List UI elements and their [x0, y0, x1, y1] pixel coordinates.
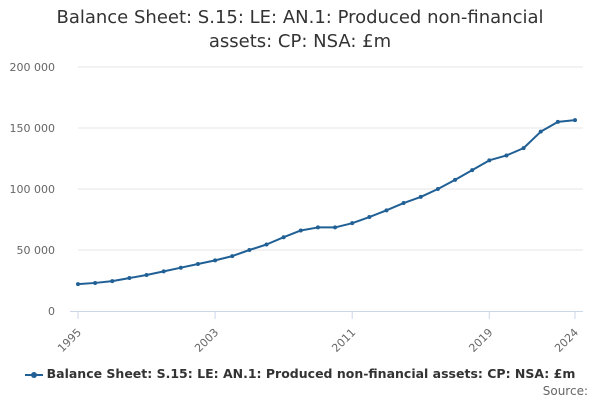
x-tick-labels: 1995 2003 2011 2019 2024: [55, 326, 581, 355]
data-point[interactable]: [264, 242, 269, 247]
data-point[interactable]: [230, 254, 235, 259]
y-tick-labels: 0 50 000 100 000 150 000 200 000: [10, 61, 56, 318]
data-point[interactable]: [281, 235, 286, 240]
chart-title: Balance Sheet: S.15: LE: AN.1: Produced …: [56, 7, 544, 52]
y-tick-label: 50 000: [17, 244, 56, 257]
gridlines: [78, 66, 583, 251]
data-point[interactable]: [127, 276, 132, 281]
legend-label: Balance Sheet: S.15: LE: AN.1: Produced …: [46, 366, 576, 381]
x-tick-label: 1995: [55, 326, 84, 355]
data-point[interactable]: [333, 225, 338, 230]
data-point[interactable]: [435, 187, 440, 191]
data-point[interactable]: [487, 158, 492, 163]
data-point[interactable]: [573, 118, 577, 123]
series: [76, 118, 577, 287]
legend[interactable]: Balance Sheet: S.15: LE: AN.1: Produced …: [0, 366, 600, 381]
x-tick-label: 2011: [329, 326, 358, 355]
x-tick-label: 2019: [466, 326, 495, 355]
x-tick-label: 2003: [192, 326, 221, 355]
data-point[interactable]: [384, 208, 389, 213]
y-tick-label: 0: [48, 305, 55, 318]
data-point[interactable]: [418, 194, 423, 199]
data-point[interactable]: [555, 119, 560, 124]
data-point[interactable]: [401, 201, 406, 206]
y-tick-label: 150 000: [10, 122, 56, 135]
y-tick-label: 200 000: [10, 61, 56, 74]
data-point[interactable]: [178, 265, 183, 270]
data-point[interactable]: [350, 221, 355, 226]
legend-line-marker-icon: [24, 369, 43, 381]
data-point[interactable]: [144, 273, 149, 278]
y-tick-label: 100 000: [10, 183, 56, 196]
data-point[interactable]: [470, 168, 475, 173]
series-line: [77, 119, 576, 286]
data-point[interactable]: [76, 282, 80, 287]
data-point[interactable]: [315, 225, 320, 230]
data-point[interactable]: [195, 262, 200, 267]
data-point[interactable]: [213, 258, 218, 263]
x-tick-label: 2024: [552, 326, 581, 355]
data-point[interactable]: [298, 228, 303, 233]
data-point[interactable]: [161, 269, 166, 274]
data-point[interactable]: [247, 248, 252, 252]
data-point[interactable]: [367, 215, 372, 220]
x-axis: [70, 311, 583, 319]
data-point[interactable]: [504, 153, 509, 158]
data-point[interactable]: [538, 129, 543, 134]
data-point[interactable]: [110, 279, 115, 284]
data-point[interactable]: [93, 280, 98, 285]
data-point[interactable]: [521, 146, 526, 151]
data-point[interactable]: [453, 177, 458, 182]
source-label: Source:: [542, 384, 588, 398]
